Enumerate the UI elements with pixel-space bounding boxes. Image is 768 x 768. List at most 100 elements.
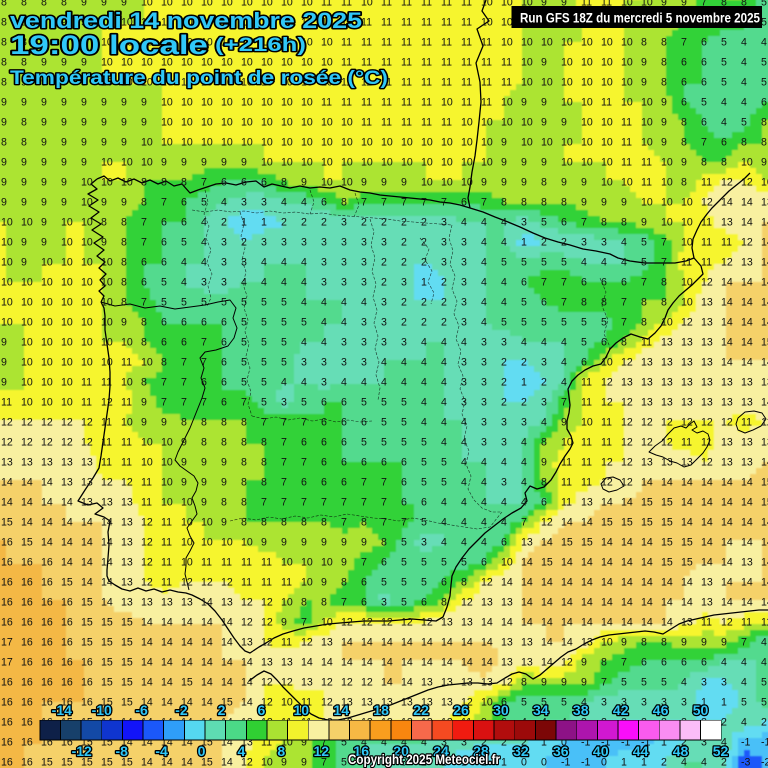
svg-text:5: 5 (361, 437, 367, 449)
svg-text:11: 11 (221, 557, 232, 569)
svg-text:5: 5 (341, 737, 347, 749)
svg-text:5: 5 (261, 377, 267, 389)
svg-text:10: 10 (1, 237, 13, 249)
svg-text:9: 9 (261, 537, 267, 549)
svg-text:3: 3 (721, 677, 727, 689)
svg-text:9: 9 (501, 137, 507, 149)
svg-text:13: 13 (721, 437, 733, 449)
svg-text:10: 10 (581, 57, 593, 69)
svg-text:14: 14 (521, 557, 533, 569)
svg-text:10: 10 (141, 457, 153, 469)
svg-text:3: 3 (461, 277, 467, 289)
svg-text:-8: -8 (115, 743, 128, 759)
svg-text:7: 7 (281, 477, 287, 489)
svg-text:10: 10 (121, 37, 133, 49)
svg-text:5: 5 (601, 317, 607, 329)
svg-text:13: 13 (741, 397, 753, 409)
svg-text:12: 12 (21, 417, 33, 429)
svg-text:7: 7 (581, 217, 587, 229)
svg-text:4: 4 (261, 277, 267, 289)
svg-text:12: 12 (621, 457, 633, 469)
svg-text:9: 9 (121, 197, 127, 209)
svg-text:40: 40 (593, 743, 609, 759)
svg-text:14: 14 (61, 537, 73, 549)
svg-text:8: 8 (1, 37, 7, 49)
svg-text:10: 10 (261, 757, 273, 768)
svg-text:6: 6 (361, 457, 367, 469)
svg-text:2: 2 (221, 217, 227, 229)
svg-text:6: 6 (161, 217, 167, 229)
svg-text:4: 4 (301, 257, 307, 269)
svg-text:13: 13 (761, 377, 768, 389)
svg-text:14: 14 (333, 702, 349, 718)
svg-text:3: 3 (441, 737, 447, 749)
svg-text:5: 5 (161, 277, 167, 289)
svg-text:10: 10 (301, 77, 313, 89)
svg-text:4: 4 (381, 737, 387, 749)
svg-text:9: 9 (681, 637, 687, 649)
svg-text:10: 10 (321, 137, 333, 149)
svg-text:10: 10 (641, 197, 653, 209)
svg-text:13: 13 (121, 577, 133, 589)
svg-text:3: 3 (461, 317, 467, 329)
svg-text:12: 12 (281, 677, 293, 689)
svg-text:12: 12 (321, 697, 333, 709)
svg-text:1: 1 (721, 697, 727, 709)
svg-text:11: 11 (441, 17, 452, 29)
svg-text:44: 44 (633, 743, 649, 759)
svg-text:14: 14 (101, 537, 113, 549)
svg-text:10: 10 (281, 737, 293, 749)
svg-text:10: 10 (281, 137, 293, 149)
svg-text:14: 14 (641, 597, 653, 609)
svg-text:15: 15 (81, 737, 93, 749)
svg-text:14: 14 (701, 477, 713, 489)
svg-text:6: 6 (221, 337, 227, 349)
svg-text:10: 10 (141, 137, 153, 149)
svg-text:4: 4 (441, 377, 447, 389)
svg-text:4: 4 (301, 377, 307, 389)
svg-text:11: 11 (161, 577, 172, 589)
svg-text:5: 5 (381, 577, 387, 589)
svg-text:8: 8 (681, 177, 687, 189)
svg-text:16: 16 (61, 737, 73, 749)
svg-text:3: 3 (461, 237, 467, 249)
svg-text:3: 3 (441, 237, 447, 249)
svg-text:Copyright 2025 Meteociel.fr: Copyright 2025 Meteociel.fr (348, 751, 500, 767)
svg-text:5: 5 (761, 17, 767, 29)
svg-text:12: 12 (201, 577, 213, 589)
svg-text:11: 11 (341, 57, 352, 69)
svg-text:0: 0 (198, 743, 206, 759)
svg-text:5: 5 (741, 697, 747, 709)
svg-text:14: 14 (761, 517, 768, 529)
svg-text:11: 11 (401, 0, 412, 9)
svg-text:14: 14 (61, 557, 73, 569)
svg-text:4: 4 (501, 457, 507, 469)
svg-text:15: 15 (641, 517, 653, 529)
svg-text:13: 13 (681, 337, 693, 349)
svg-text:13: 13 (741, 557, 753, 569)
svg-text:4: 4 (421, 357, 427, 369)
svg-text:7: 7 (161, 197, 167, 209)
svg-text:13: 13 (61, 457, 73, 469)
svg-text:13: 13 (121, 537, 133, 549)
svg-text:10: 10 (41, 397, 53, 409)
svg-text:6: 6 (541, 497, 547, 509)
svg-text:4: 4 (421, 337, 427, 349)
svg-text:5: 5 (261, 337, 267, 349)
svg-text:6: 6 (321, 437, 327, 449)
svg-text:13: 13 (701, 317, 713, 329)
svg-text:15: 15 (181, 677, 193, 689)
svg-text:6: 6 (321, 397, 327, 409)
svg-text:8: 8 (41, 0, 47, 9)
svg-text:5: 5 (641, 237, 647, 249)
svg-text:14: 14 (181, 737, 193, 749)
svg-text:16: 16 (61, 657, 73, 669)
svg-text:3: 3 (341, 217, 347, 229)
svg-text:9: 9 (121, 117, 127, 129)
svg-text:4: 4 (681, 757, 687, 768)
svg-text:9: 9 (721, 637, 727, 649)
svg-text:10: 10 (81, 257, 93, 269)
svg-text:8: 8 (121, 257, 127, 269)
svg-text:6: 6 (701, 37, 707, 49)
svg-text:8: 8 (121, 237, 127, 249)
